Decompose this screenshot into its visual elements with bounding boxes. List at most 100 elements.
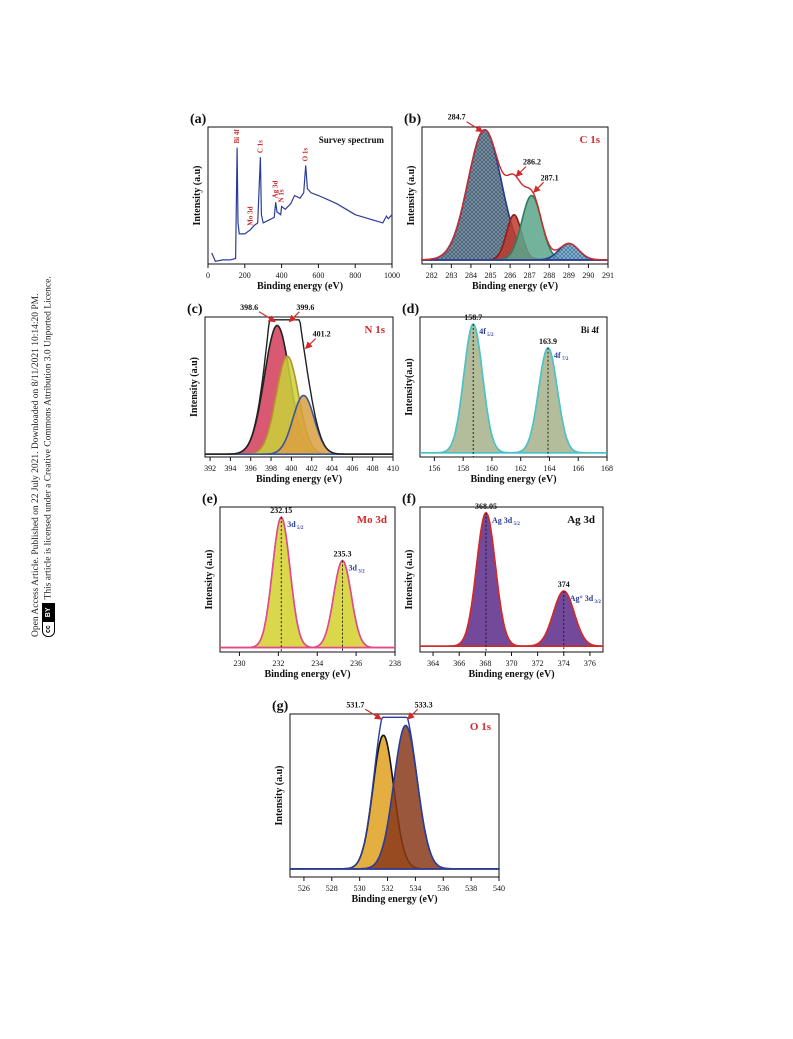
panel-label: (f): [402, 492, 416, 507]
envelope-line: [205, 319, 393, 455]
chart-panel-a: (a) Survey spectrum 0 200 400 600 800 1000 Bindi…: [190, 112, 400, 292]
peak-value-label: 235.3: [334, 550, 352, 559]
envelope-line: [420, 323, 607, 454]
x-tick-label: 398: [265, 464, 277, 473]
x-axis-label: Binding energy (eV): [351, 894, 437, 905]
x-tick-label: 368: [479, 659, 491, 668]
peak-annotation: Mo 3d: [247, 206, 255, 225]
peak-hatch: [422, 129, 608, 260]
x-tick-label: 289: [563, 271, 575, 280]
x-axis-label: Binding energy (eV): [256, 474, 342, 485]
x-tick-label: 800: [349, 271, 361, 280]
peak-orbital-label: 4f 7/2: [554, 351, 569, 362]
peak-arrow: [466, 121, 484, 133]
x-tick-label: 526: [298, 884, 310, 893]
x-axis-label: Binding energy (eV): [470, 474, 556, 485]
plot-frame: [204, 316, 394, 458]
peak-orbital-label: 3d 5/2: [287, 520, 304, 531]
x-axis-label: Binding energy (eV): [468, 669, 554, 680]
peak-value-label: 232.15: [270, 506, 292, 515]
x-tick-label: 230: [233, 659, 245, 668]
x-tick-label: 410: [387, 464, 399, 473]
envelope-line: [290, 716, 499, 870]
y-axis-label: Intensity (a.u): [189, 357, 200, 417]
x-tick-label: 366: [453, 659, 465, 668]
peak-value-label: 374: [558, 580, 570, 589]
x-tick-label: 287: [524, 271, 536, 280]
peak-arrow: [258, 311, 276, 323]
x-tick-label: 236: [350, 659, 362, 668]
x-tick-label: 394: [224, 464, 236, 473]
peak-orbital-label: Ag° 3d 3/2: [570, 594, 602, 605]
x-tick-label: 534: [409, 884, 421, 893]
x-tick-label: 283: [445, 271, 457, 280]
x-tick-label: 284: [465, 271, 477, 280]
peak-value-label: 399.6: [296, 303, 314, 312]
panel-label: (e): [202, 492, 218, 507]
x-tick-label: 282: [426, 271, 438, 280]
x-tick-label: 232: [272, 659, 284, 668]
peak-value-label: 286.2: [523, 158, 541, 167]
x-tick-label: 400: [285, 464, 297, 473]
peak-orbital-label: 3d 3/2: [349, 564, 366, 575]
peak-area: [290, 724, 500, 870]
peak-area: [220, 515, 395, 649]
peak-orbital-label: 4f 5/2: [479, 327, 494, 338]
panel-label: (d): [402, 302, 419, 317]
x-tick-label: 158: [457, 464, 469, 473]
chart-panel-b: (b) C 1s 282 283 284 285 286 287 288 289 290 291 Bin…: [404, 112, 614, 292]
peak-value-label: 401.2: [313, 330, 331, 339]
peak-value-label: 531.7: [346, 700, 364, 709]
peak-arrow: [305, 338, 316, 350]
panel-label: (a): [190, 112, 207, 127]
peak-value-label: 284.7: [448, 113, 466, 122]
x-tick-label: 285: [485, 271, 497, 280]
x-tick-label: 160: [486, 464, 498, 473]
x-tick-label: 406: [346, 464, 358, 473]
chart-panel-f: (f) Ag 3d 364 366 368 370 372 374 376 Binding ene…: [402, 492, 604, 680]
x-tick-label: 408: [367, 464, 379, 473]
peak-annotation: Bi 4f: [233, 129, 241, 144]
x-tick-label: 402: [306, 464, 318, 473]
peak-value-label: 368.05: [475, 502, 497, 511]
envelope-line: [421, 128, 608, 261]
x-tick-label: 234: [311, 659, 323, 668]
envelope-line: [420, 512, 604, 647]
chart-title: O 1s: [470, 721, 492, 733]
x-tick-label: 536: [437, 884, 449, 893]
plot-frame: [289, 713, 500, 878]
x-tick-label: 370: [506, 659, 518, 668]
chart-title: N 1s: [365, 324, 386, 336]
x-tick-label: 364: [427, 659, 439, 668]
y-axis-label: Intensity (a.u): [192, 165, 203, 225]
panel-label: (g): [272, 699, 289, 714]
x-tick-label: 540: [493, 884, 505, 893]
envelope-line: [220, 516, 395, 649]
x-tick-label: 162: [515, 464, 527, 473]
x-tick-label: 288: [543, 271, 555, 280]
panel-label: (b): [404, 112, 421, 127]
plot-frame: [419, 316, 608, 458]
x-tick-label: 290: [582, 271, 594, 280]
peak-annotation: O 1s: [302, 148, 310, 162]
chart-panel-d: (d) Bi 4f 156 158 160 162 164 166 168 Binding ene…: [402, 302, 613, 485]
peak-arrow: [365, 708, 382, 720]
peak-value-label: 163.9: [539, 337, 557, 346]
plot-frame: [219, 506, 396, 653]
x-tick-label: 200: [239, 271, 251, 280]
series-line: [211, 147, 393, 262]
x-tick-label: 166: [572, 464, 584, 473]
panel-label: (c): [187, 302, 203, 317]
y-axis-label: Intensity (a.u): [274, 765, 285, 825]
peak-annotation: C 1s: [256, 140, 264, 153]
peak-area: [205, 394, 393, 455]
x-axis-label: Binding energy (eV): [264, 669, 350, 680]
peak-value-label: 158.7: [464, 313, 482, 322]
x-tick-label: 372: [532, 659, 544, 668]
x-tick-label: 528: [326, 884, 338, 893]
x-tick-label: 530: [354, 884, 366, 893]
peak-arrow: [407, 708, 419, 720]
peak-orbital-label: Ag 3d 5/2: [492, 516, 520, 527]
x-axis-label: Binding energy (eV): [257, 281, 343, 292]
